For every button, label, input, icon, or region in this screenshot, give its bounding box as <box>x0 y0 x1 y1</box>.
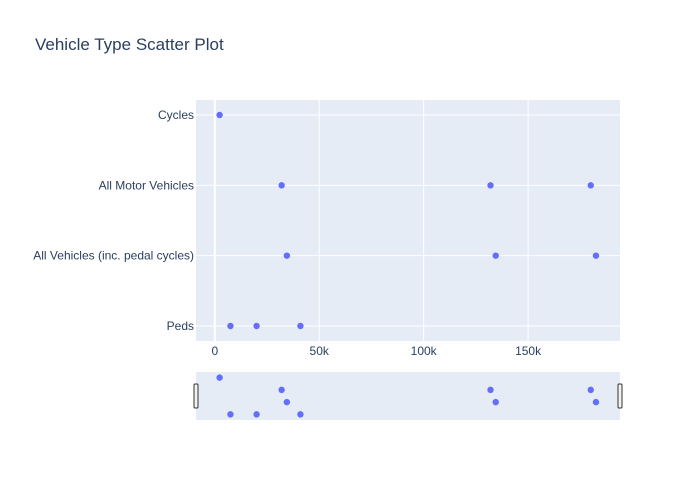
range-slider-point <box>227 411 234 418</box>
range-slider-point <box>278 386 285 394</box>
y-tick-label: All Motor Vehicles <box>99 178 194 192</box>
data-point <box>216 111 223 119</box>
y-axis-ticks: Peds All Vehicles (inc. pedal cycles) All … <box>33 108 194 333</box>
data-point <box>297 322 304 330</box>
data-point <box>278 182 285 189</box>
range-slider-point <box>297 411 304 418</box>
data-point <box>587 182 594 189</box>
data-point <box>487 182 494 189</box>
range-slider[interactable] <box>193 372 623 420</box>
range-slider-point <box>492 398 499 406</box>
data-point <box>283 252 291 259</box>
y-tick-label: Peds <box>167 319 194 333</box>
range-slider-point <box>283 398 291 406</box>
range-slider-point <box>253 411 260 418</box>
plot-area <box>196 100 620 341</box>
grid-lines <box>196 100 620 341</box>
y-tick-label: All Vehicles (inc. pedal cycles) <box>33 249 194 263</box>
range-slider-point <box>587 386 594 394</box>
y-tick-label: Cycles <box>158 108 194 122</box>
range-slider-right-handle[interactable] <box>617 383 623 409</box>
x-tick-label: 100k <box>411 344 438 358</box>
x-tick-label: 150k <box>515 344 542 358</box>
range-slider-point <box>592 398 600 406</box>
range-slider-left-handle[interactable] <box>193 383 199 409</box>
x-axis-ticks: 0 50k 100k 150k <box>211 344 542 358</box>
x-tick-label: 0 <box>211 344 218 358</box>
range-slider-background <box>196 372 620 420</box>
data-point <box>227 322 234 330</box>
range-slider-point <box>487 386 494 394</box>
range-slider-point <box>216 374 223 381</box>
data-points <box>216 111 600 330</box>
data-point <box>492 252 499 259</box>
chart-title: Vehicle Type Scatter Plot <box>35 35 224 54</box>
x-tick-label: 50k <box>310 344 330 358</box>
data-point <box>253 322 260 330</box>
data-point <box>592 252 600 259</box>
